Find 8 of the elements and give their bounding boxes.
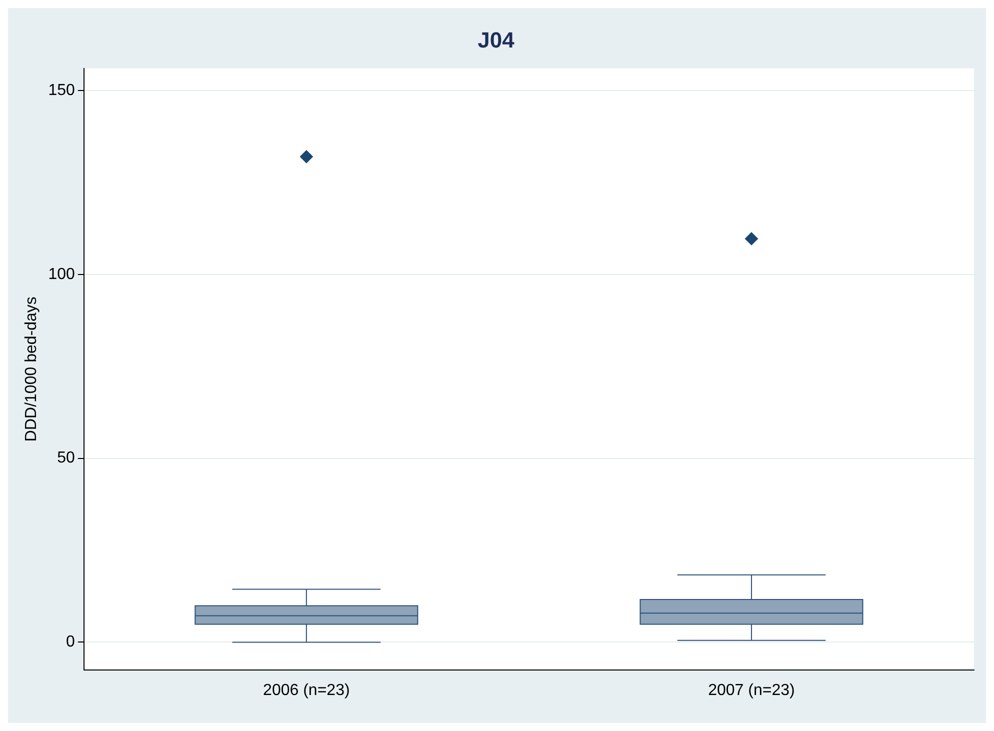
y-axis-title: DDD/1000 bed-days — [23, 296, 40, 442]
y-tick-label: 150 — [48, 82, 75, 99]
x-tick-label: 2007 (n=23) — [708, 682, 795, 699]
x-tick-label: 2006 (n=23) — [263, 682, 350, 699]
y-tick-label: 0 — [66, 634, 75, 651]
chart-title: J04 — [478, 27, 516, 52]
y-tick-label: 50 — [57, 450, 75, 467]
y-tick-label: 100 — [48, 266, 75, 283]
